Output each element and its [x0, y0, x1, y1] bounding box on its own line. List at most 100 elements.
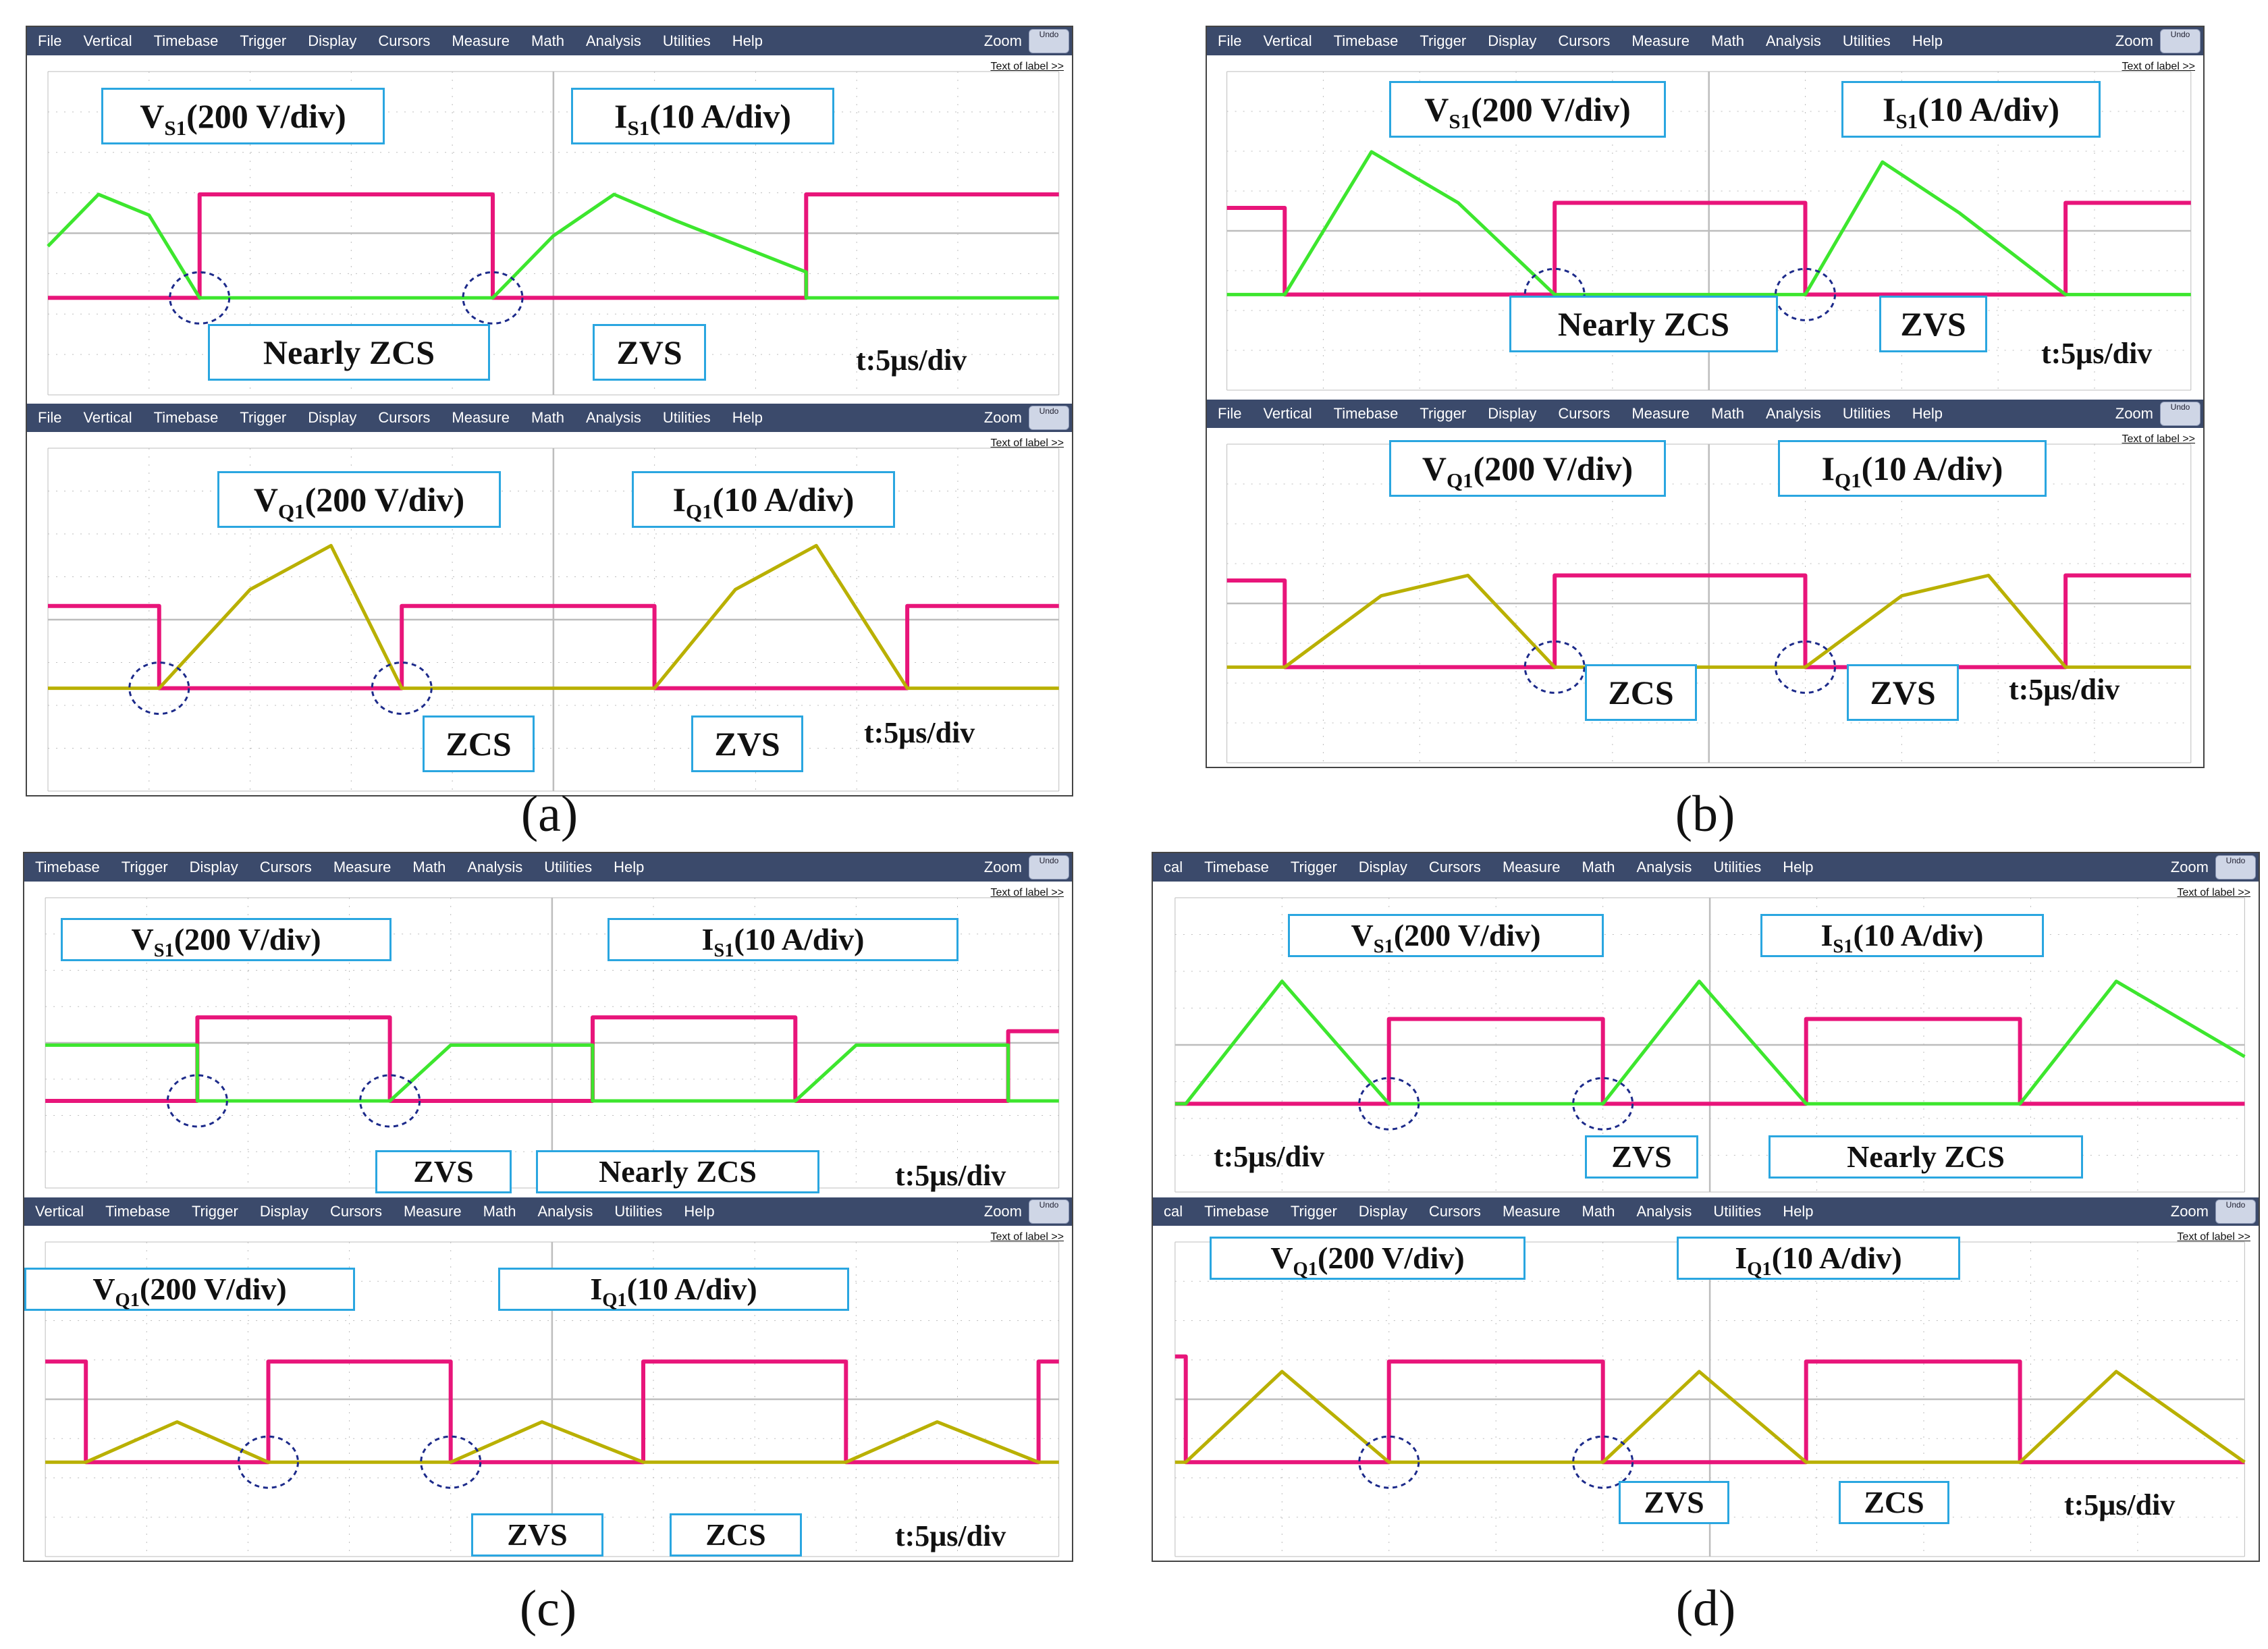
menu-item-file[interactable]: File — [1218, 32, 1242, 49]
menu-item-utilities[interactable]: Utilities — [614, 1203, 663, 1220]
menu-item-utilities[interactable]: Utilities — [662, 32, 711, 49]
menu-item-timebase[interactable]: Timebase — [1333, 32, 1399, 49]
undo-button[interactable]: Undo — [1029, 29, 1069, 53]
text-of-label-link[interactable]: Text of label >> — [990, 887, 1064, 898]
menu-item-file[interactable]: File — [1218, 405, 1242, 422]
menu-item-utilities[interactable]: Utilities — [662, 409, 711, 426]
menu-item-display[interactable]: Display — [308, 32, 357, 49]
undo-button[interactable]: Undo — [2215, 1199, 2256, 1224]
menu-item-math[interactable]: Math — [483, 1203, 516, 1220]
menu-item-timebase[interactable]: Timebase — [1333, 405, 1399, 422]
zoom-button[interactable]: Zoom — [2170, 1203, 2209, 1220]
text-of-label-link[interactable]: Text of label >> — [990, 61, 1064, 72]
menu-item-display[interactable]: Display — [1358, 859, 1407, 875]
menu-item-timebase[interactable]: Timebase — [35, 859, 100, 875]
menu-item-file[interactable]: File — [38, 32, 62, 49]
menu-item-analysis[interactable]: Analysis — [1765, 32, 1821, 49]
menu-item-vertical[interactable]: Vertical — [83, 409, 132, 426]
menu-item-measure[interactable]: Measure — [1502, 859, 1561, 875]
zoom-button[interactable]: Zoom — [983, 32, 1022, 49]
menu-item-help[interactable]: Help — [684, 1203, 715, 1220]
menu-item-measure[interactable]: Measure — [1631, 405, 1690, 422]
menu-item-help[interactable]: Help — [732, 32, 763, 49]
menu-item-cursors[interactable]: Cursors — [329, 1203, 382, 1220]
menu-item-measure[interactable]: Measure — [403, 1203, 462, 1220]
undo-button[interactable]: Undo — [1029, 1199, 1069, 1224]
menu-item-display[interactable]: Display — [259, 1203, 308, 1220]
menu-item-vertical[interactable]: Vertical — [1263, 405, 1312, 422]
menu-item-math[interactable]: Math — [412, 859, 446, 875]
menu-item-display[interactable]: Display — [1488, 32, 1537, 49]
menu-item-math[interactable]: Math — [1582, 859, 1615, 875]
menu-item-measure[interactable]: Measure — [452, 409, 510, 426]
menu-item-measure[interactable]: Measure — [1631, 32, 1690, 49]
zoom-button[interactable]: Zoom — [2170, 859, 2209, 875]
menu-item-cursors[interactable]: Cursors — [378, 32, 431, 49]
menu-item-cursors[interactable]: Cursors — [1428, 1203, 1481, 1220]
undo-button[interactable]: Undo — [1029, 406, 1069, 430]
text-of-label-link[interactable]: Text of label >> — [2177, 887, 2250, 898]
menu-item-help[interactable]: Help — [1912, 405, 1943, 422]
menu-item-trigger[interactable]: Trigger — [1290, 859, 1337, 875]
menu-item-help[interactable]: Help — [614, 859, 645, 875]
menu-item-math[interactable]: Math — [1582, 1203, 1615, 1220]
menu-item-analysis[interactable]: Analysis — [585, 409, 641, 426]
zoom-button[interactable]: Zoom — [2115, 405, 2153, 422]
menu-item-math[interactable]: Math — [1711, 405, 1744, 422]
menu-item-analysis[interactable]: Analysis — [537, 1203, 593, 1220]
menu-item-timebase[interactable]: Timebase — [153, 409, 219, 426]
undo-button[interactable]: Undo — [2215, 855, 2256, 880]
text-of-label-link[interactable]: Text of label >> — [2122, 433, 2195, 445]
menu-item-math[interactable]: Math — [531, 409, 564, 426]
menu-item-cal[interactable]: cal — [1164, 859, 1183, 875]
menu-item-analysis[interactable]: Analysis — [1765, 405, 1821, 422]
menu-item-measure[interactable]: Measure — [452, 32, 510, 49]
menu-item-help[interactable]: Help — [1783, 859, 1814, 875]
zoom-button[interactable]: Zoom — [983, 1203, 1022, 1220]
menu-item-utilities[interactable]: Utilities — [1842, 405, 1891, 422]
undo-button[interactable]: Undo — [2160, 402, 2200, 426]
menu-item-cursors[interactable]: Cursors — [378, 409, 431, 426]
text-of-label-link[interactable]: Text of label >> — [2177, 1231, 2250, 1243]
menu-item-trigger[interactable]: Trigger — [1420, 32, 1467, 49]
menu-item-analysis[interactable]: Analysis — [1636, 859, 1692, 875]
menu-item-help[interactable]: Help — [732, 409, 763, 426]
menu-item-display[interactable]: Display — [189, 859, 238, 875]
menu-item-cursors[interactable]: Cursors — [1428, 859, 1481, 875]
menu-item-timebase[interactable]: Timebase — [105, 1203, 170, 1220]
undo-button[interactable]: Undo — [2160, 29, 2200, 53]
menu-item-trigger[interactable]: Trigger — [121, 859, 168, 875]
menu-item-measure[interactable]: Measure — [333, 859, 392, 875]
menu-item-display[interactable]: Display — [308, 409, 357, 426]
menu-item-display[interactable]: Display — [1488, 405, 1537, 422]
menu-item-cursors[interactable]: Cursors — [259, 859, 312, 875]
text-of-label-link[interactable]: Text of label >> — [990, 437, 1064, 449]
zoom-button[interactable]: Zoom — [983, 859, 1022, 875]
menu-item-trigger[interactable]: Trigger — [1420, 405, 1467, 422]
menu-item-utilities[interactable]: Utilities — [544, 859, 593, 875]
menu-item-measure[interactable]: Measure — [1502, 1203, 1561, 1220]
menu-item-vertical[interactable]: Vertical — [83, 32, 132, 49]
menu-item-help[interactable]: Help — [1783, 1203, 1814, 1220]
menu-item-vertical[interactable]: Vertical — [35, 1203, 84, 1220]
menu-item-trigger[interactable]: Trigger — [240, 32, 287, 49]
menu-item-math[interactable]: Math — [531, 32, 564, 49]
menu-item-trigger[interactable]: Trigger — [191, 1203, 238, 1220]
menu-item-trigger[interactable]: Trigger — [1290, 1203, 1337, 1220]
menu-item-utilities[interactable]: Utilities — [1713, 1203, 1762, 1220]
menu-item-trigger[interactable]: Trigger — [240, 409, 287, 426]
menu-item-vertical[interactable]: Vertical — [1263, 32, 1312, 49]
menu-item-cal[interactable]: cal — [1164, 1203, 1183, 1220]
undo-button[interactable]: Undo — [1029, 855, 1069, 880]
menu-item-cursors[interactable]: Cursors — [1558, 32, 1611, 49]
zoom-button[interactable]: Zoom — [2115, 32, 2153, 49]
menu-item-display[interactable]: Display — [1358, 1203, 1407, 1220]
menu-item-analysis[interactable]: Analysis — [467, 859, 523, 875]
menu-item-utilities[interactable]: Utilities — [1842, 32, 1891, 49]
menu-item-utilities[interactable]: Utilities — [1713, 859, 1762, 875]
menu-item-analysis[interactable]: Analysis — [585, 32, 641, 49]
menu-item-analysis[interactable]: Analysis — [1636, 1203, 1692, 1220]
text-of-label-link[interactable]: Text of label >> — [990, 1231, 1064, 1243]
text-of-label-link[interactable]: Text of label >> — [2122, 61, 2195, 72]
menu-item-help[interactable]: Help — [1912, 32, 1943, 49]
